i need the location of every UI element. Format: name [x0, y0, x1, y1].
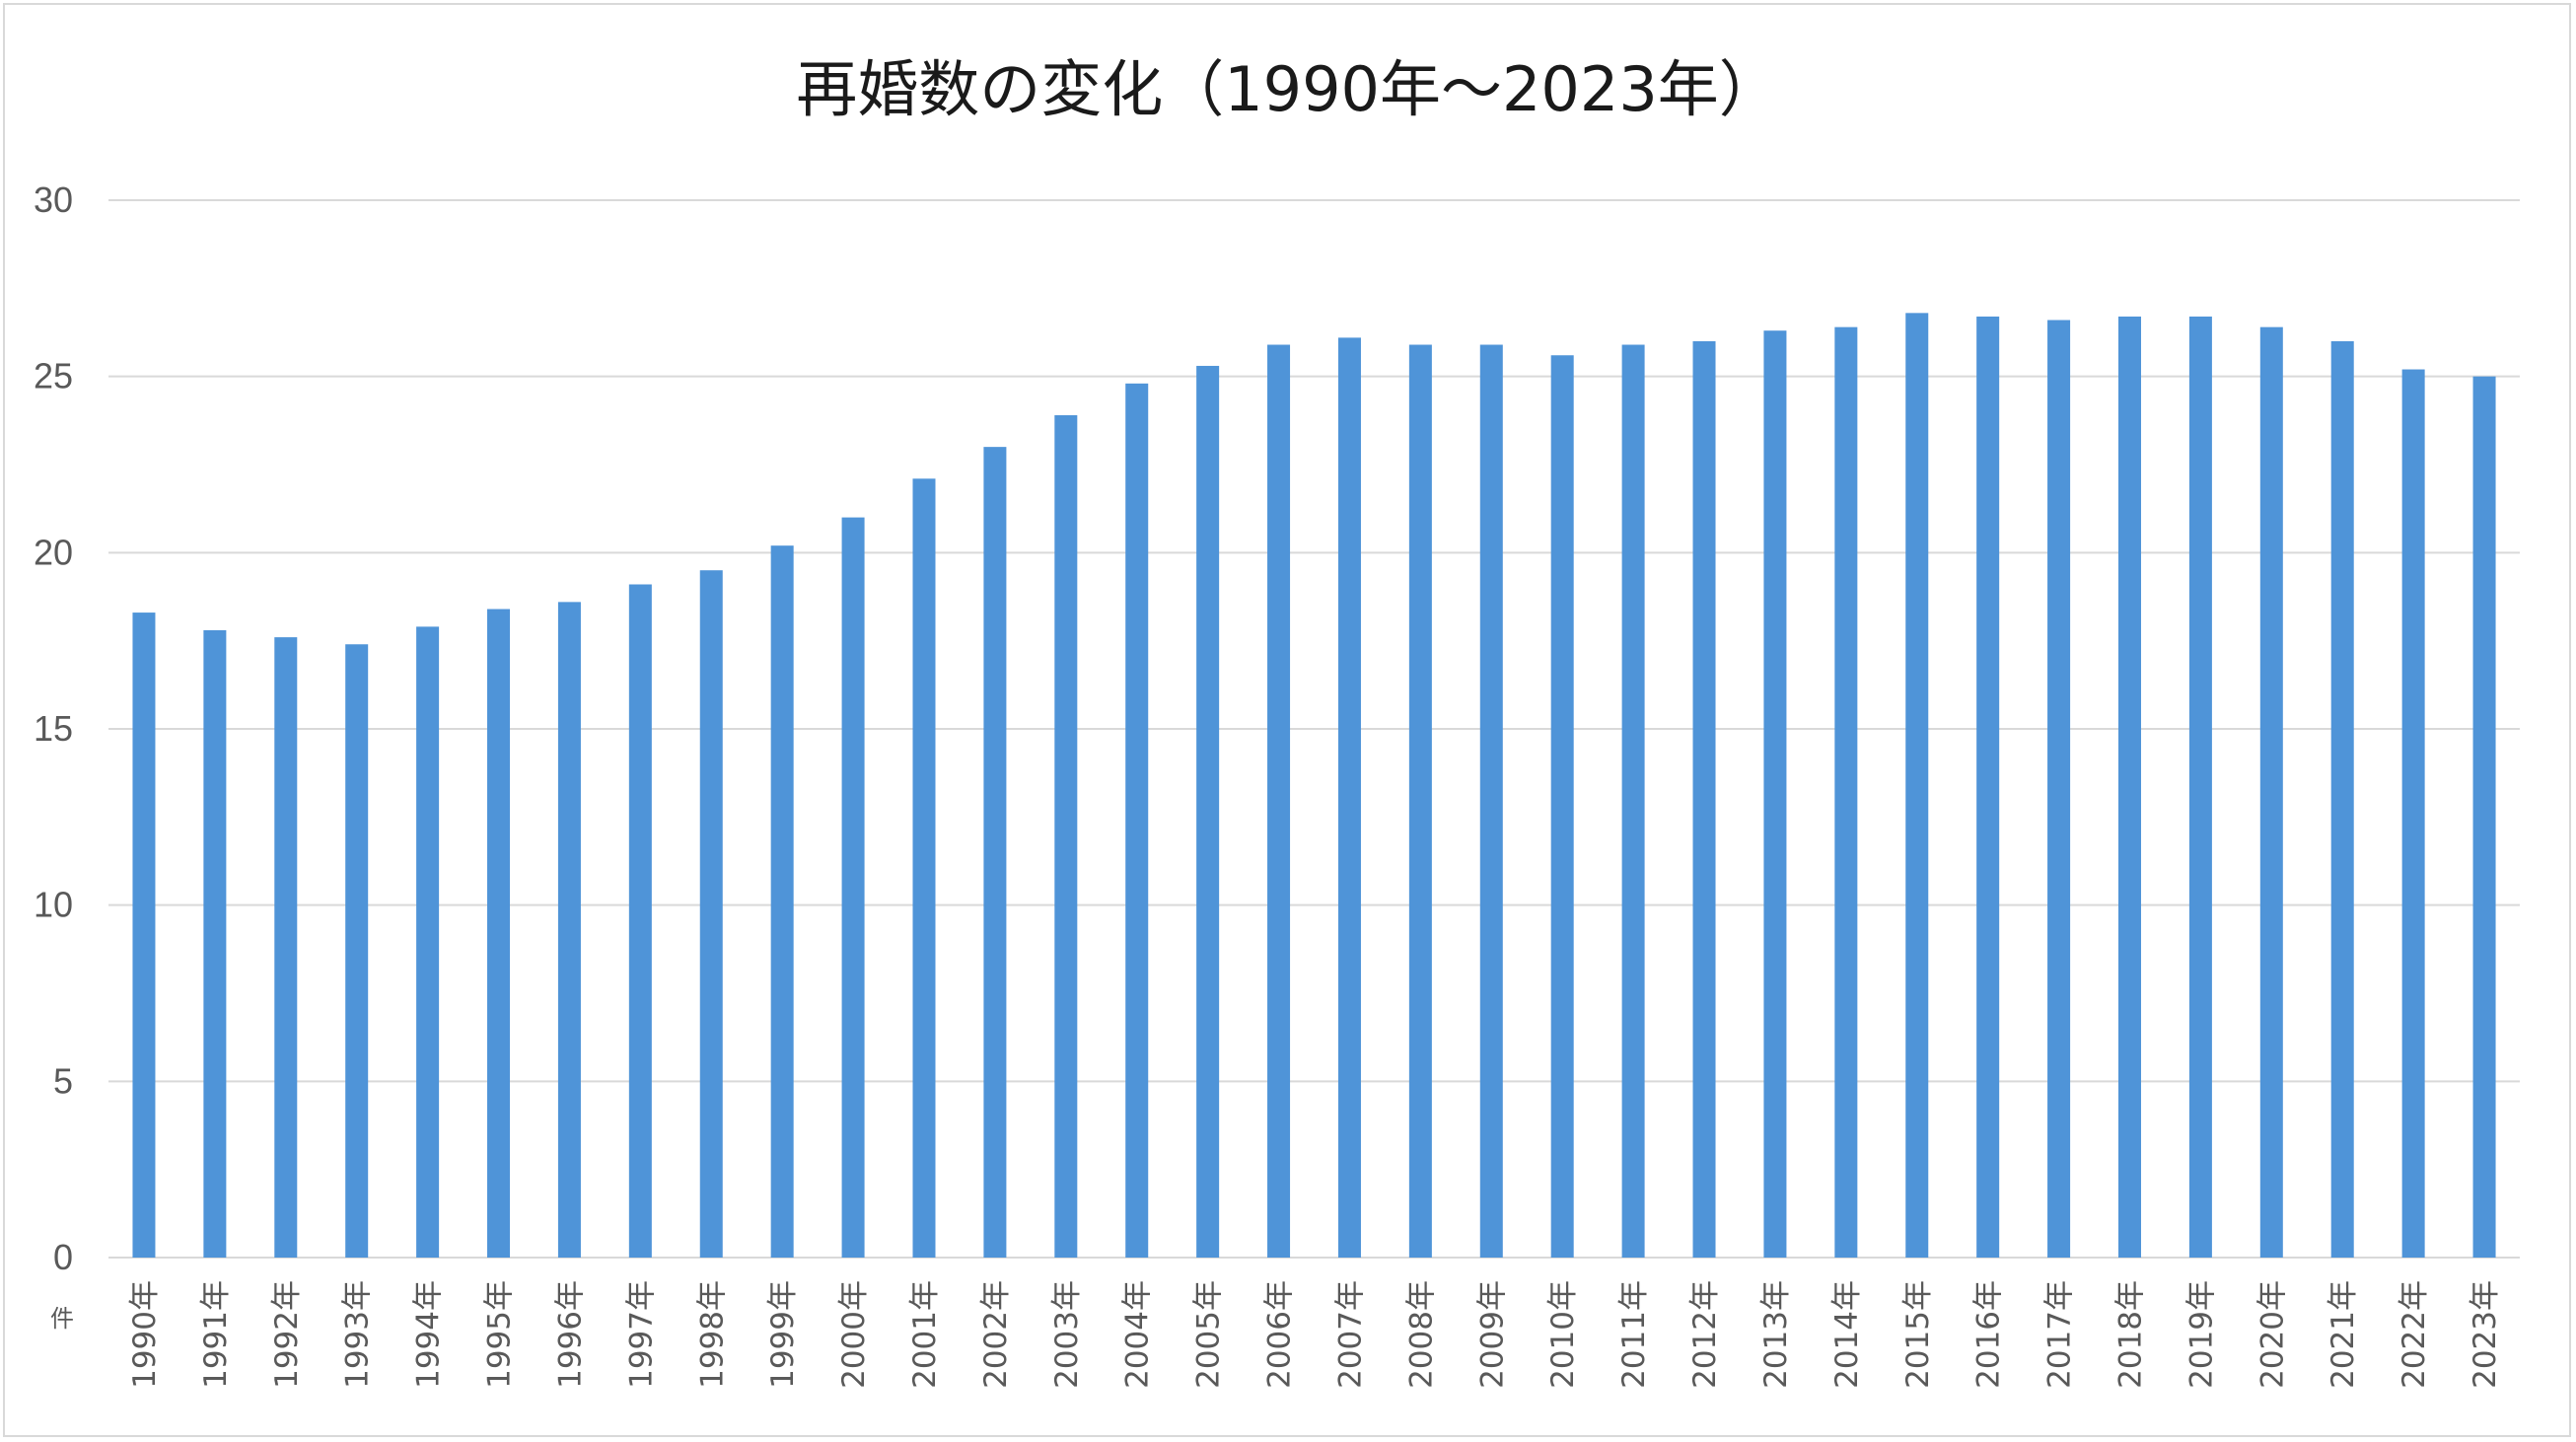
x-tick-label: 2018年: [2112, 1280, 2148, 1389]
x-tick-label: 1995年: [482, 1280, 518, 1389]
bar: [2117, 316, 2141, 1258]
x-tick-label: 2001年: [907, 1280, 943, 1389]
x-tick-label: 1999年: [765, 1280, 801, 1389]
x-tick-label: 2008年: [1403, 1280, 1439, 1389]
x-tick-label: 2017年: [2042, 1280, 2078, 1389]
x-tick-label: 2013年: [1758, 1280, 1794, 1389]
bar: [203, 629, 227, 1258]
x-tick-label: 2007年: [1332, 1280, 1368, 1389]
bar: [416, 626, 440, 1258]
x-tick-label: 2005年: [1191, 1280, 1227, 1389]
x-tick-label: 2021年: [2326, 1280, 2361, 1389]
x-tick-label: 1991年: [198, 1280, 234, 1389]
bar: [1905, 313, 1929, 1258]
bar: [983, 447, 1007, 1259]
bar: [841, 517, 865, 1258]
x-tick-label: 2015年: [1900, 1280, 1936, 1389]
bars: [132, 313, 2496, 1259]
bar: [1692, 340, 1716, 1258]
x-tick-label: 1993年: [340, 1280, 376, 1389]
y-tick-label: 30: [34, 180, 73, 220]
x-tick-label: 2012年: [1687, 1280, 1723, 1389]
bar: [2472, 376, 2496, 1259]
bar: [1196, 365, 1220, 1258]
bar: [699, 570, 723, 1258]
bar: [2188, 316, 2212, 1258]
x-tick-label: 2016年: [1971, 1280, 2007, 1389]
bar: [1408, 344, 1432, 1258]
x-tick-label: 1990年: [127, 1280, 163, 1389]
bar: [1976, 316, 2000, 1258]
bar: [1337, 337, 1361, 1258]
bar: [2330, 340, 2354, 1258]
bar: [2401, 369, 2425, 1258]
x-tick-label: 1996年: [552, 1280, 588, 1389]
bar: [628, 584, 652, 1258]
x-tick-label: 1994年: [411, 1280, 447, 1389]
x-tick-label: 1998年: [694, 1280, 730, 1389]
bar: [1054, 414, 1078, 1258]
bar: [345, 644, 369, 1258]
bar: [1763, 330, 1787, 1258]
x-tick-label: 2014年: [1829, 1280, 1865, 1389]
x-tick-label: 2002年: [978, 1280, 1014, 1389]
y-tick-label: 20: [34, 532, 73, 572]
x-tick-label: 1997年: [623, 1280, 659, 1389]
bar: [2259, 326, 2283, 1258]
y-axis-unit-label: 件: [50, 1305, 74, 1333]
x-tick-label: 2011年: [1616, 1280, 1652, 1389]
bar: [487, 609, 511, 1258]
x-tick-label: 2022年: [2397, 1280, 2432, 1389]
x-tick-label: 2003年: [1049, 1280, 1085, 1389]
x-tick-label: 2023年: [2468, 1280, 2503, 1389]
bar: [557, 602, 581, 1258]
bar: [2047, 320, 2071, 1258]
bar: [274, 637, 298, 1258]
x-tick-label: 1992年: [269, 1280, 305, 1389]
y-tick-label: 0: [53, 1237, 73, 1277]
x-tick-label: 2010年: [1545, 1280, 1581, 1389]
bar: [912, 478, 936, 1258]
y-tick-label: 15: [34, 708, 73, 749]
gridlines: [108, 199, 2520, 1259]
bar: [1550, 355, 1574, 1258]
bar: [1834, 326, 1858, 1258]
bar: [132, 613, 156, 1258]
chart-title: 再婚数の変化（1990年～2023年）: [796, 53, 1780, 125]
y-tick-label: 10: [34, 885, 73, 925]
x-tick-label: 2019年: [2183, 1280, 2219, 1389]
x-tick-label: 2006年: [1262, 1280, 1298, 1389]
y-tick-label: 5: [53, 1060, 73, 1101]
bar: [1621, 344, 1645, 1258]
bar: [1125, 383, 1149, 1258]
y-axis-ticks: 0 5 10 15 20 25 30: [34, 180, 73, 1277]
bar: [1267, 344, 1291, 1258]
x-tick-label: 2009年: [1474, 1280, 1510, 1389]
x-tick-label: 2004年: [1120, 1280, 1156, 1389]
x-tick-label: 2000年: [836, 1280, 872, 1389]
x-axis-ticks: 1990年 1991年 1992年 1993年 1994年 1995年 1996年 1997年…: [127, 1280, 2503, 1389]
y-tick-label: 25: [34, 356, 73, 397]
bar: [770, 545, 794, 1258]
x-tick-label: 2020年: [2254, 1280, 2290, 1389]
bar: [1479, 344, 1503, 1258]
